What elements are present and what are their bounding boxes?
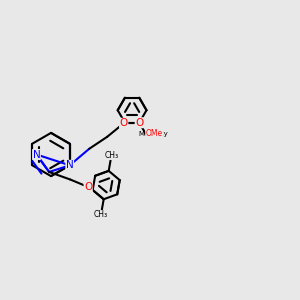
Text: O: O <box>84 182 92 192</box>
Text: N: N <box>33 149 40 160</box>
Text: O: O <box>120 118 128 128</box>
Text: Methoxy: Methoxy <box>138 130 168 136</box>
Text: O: O <box>135 118 143 128</box>
Text: N: N <box>66 160 74 170</box>
Text: CH₃: CH₃ <box>94 210 108 219</box>
Text: CH₃: CH₃ <box>104 151 118 160</box>
Text: OMe: OMe <box>146 129 163 138</box>
